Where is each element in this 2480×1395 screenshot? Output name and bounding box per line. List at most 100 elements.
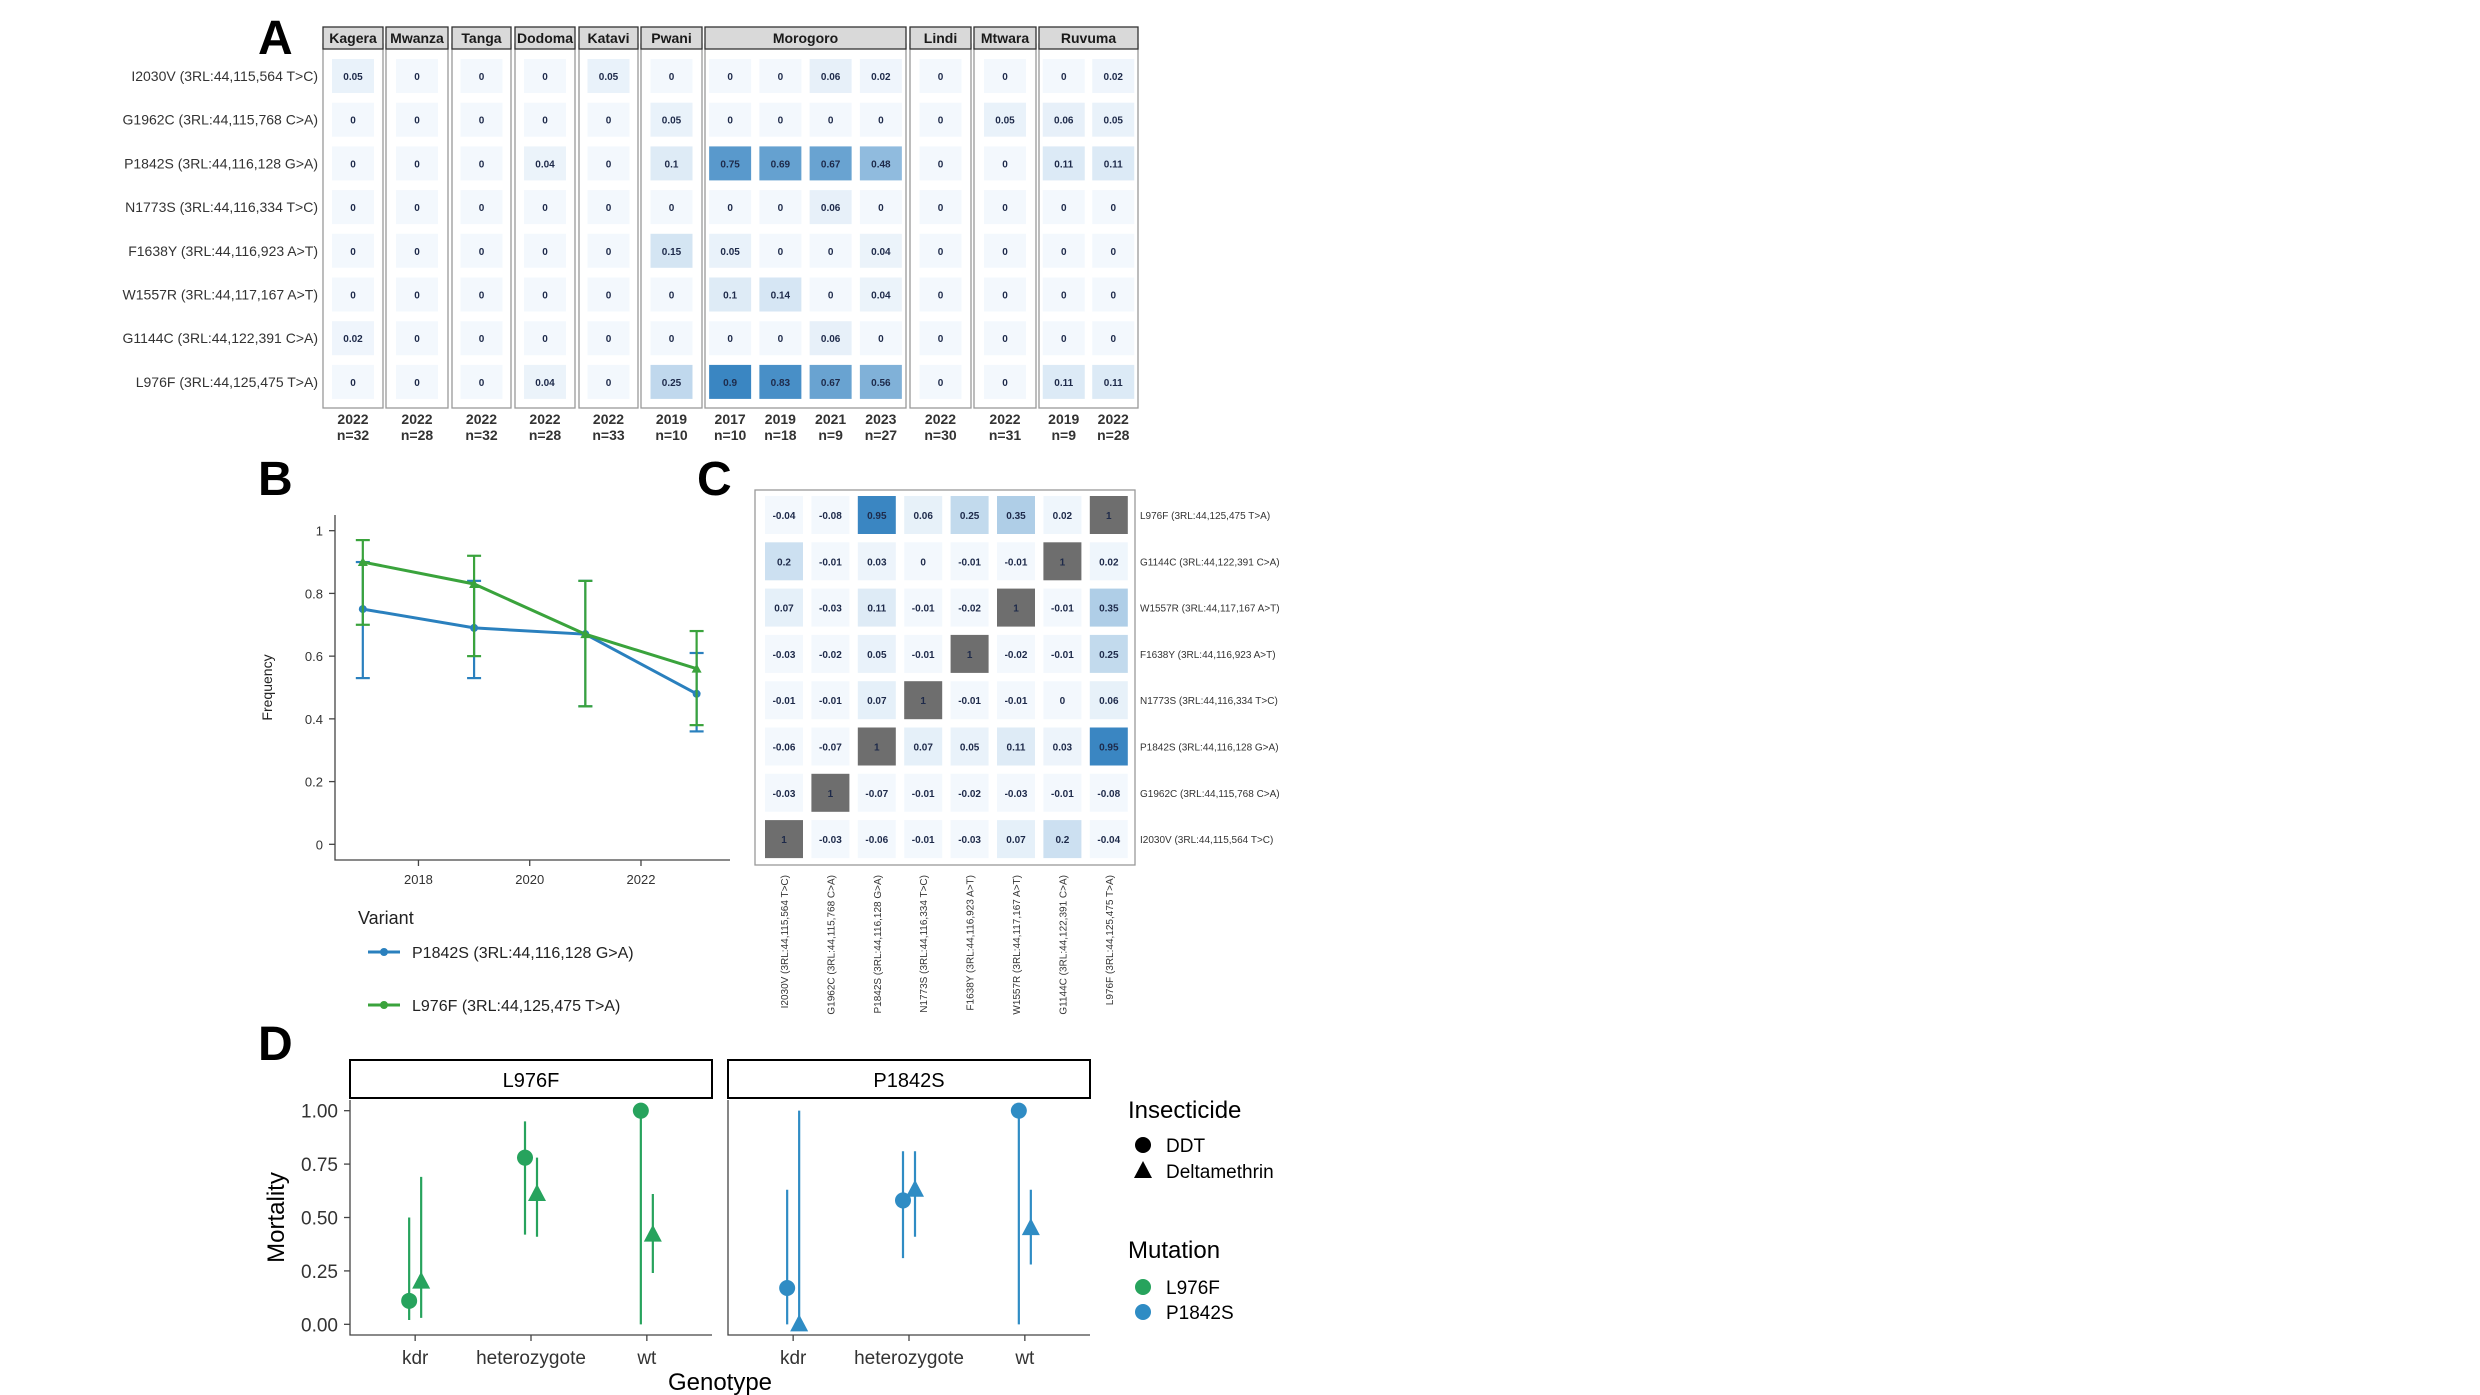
cell-value-label: 0.05	[1104, 116, 1124, 127]
heatmap-cell	[859, 102, 902, 137]
column-year-label: 2021	[815, 411, 846, 427]
corr-value-label: -0.01	[1051, 604, 1074, 615]
column-n-label: n=28	[529, 427, 562, 443]
column-year-label: 2022	[529, 411, 560, 427]
corr-cell	[857, 542, 896, 581]
region-label: Lindi	[924, 30, 957, 46]
legend-label: L976F (3RL:44,125,475 T>A)	[412, 998, 620, 1015]
region-label: Mtwara	[981, 30, 1029, 46]
region-strip-tanga	[451, 26, 512, 50]
legend-label: P1842S (3RL:44,116,128 G>A)	[412, 945, 634, 962]
panel-letter-d: D	[258, 1018, 293, 1071]
corr-row-label: W1557R (3RL:44,117,167 A>T)	[1140, 604, 1280, 615]
data-point	[691, 663, 702, 673]
heatmap-cell	[1092, 59, 1135, 93]
corr-cell	[1089, 634, 1128, 673]
corr-cell	[1089, 542, 1128, 581]
corr-value-label: -0.03	[773, 789, 796, 800]
heatmap-cell	[1092, 233, 1135, 268]
corr-value-label: -0.03	[773, 650, 796, 661]
facet-label: P1842S	[873, 1070, 944, 1092]
corr-value-label: -0.01	[819, 557, 842, 568]
heatmap-cell	[759, 277, 802, 312]
corr-value-label: 0	[920, 557, 926, 568]
x-tick-label: heterozygote	[476, 1348, 586, 1369]
cell-value-label: 0	[878, 203, 884, 214]
region-label: Mwanza	[390, 30, 444, 46]
corr-row-label: F1638Y (3RL:44,116,923 A>T)	[1140, 650, 1276, 661]
y-tick-label: 0.6	[305, 649, 323, 664]
corr-cell	[765, 773, 803, 812]
corr-cell	[950, 727, 989, 766]
corr-value-label: -0.02	[958, 604, 981, 615]
cell-value-label: 0.04	[535, 378, 555, 389]
corr-value-label: 0.05	[867, 650, 887, 661]
corr-cell	[811, 727, 850, 766]
column-n-label: n=10	[714, 427, 747, 443]
column-n-label: n=32	[465, 427, 498, 443]
corr-cell	[1089, 773, 1128, 812]
corr-value-label: -0.01	[1005, 696, 1028, 707]
corr-value-label: 1	[828, 789, 834, 800]
region-strip-ruvuma	[1038, 26, 1139, 50]
data-point-deltamethrin	[906, 1179, 924, 1197]
corr-value-label: -0.03	[819, 835, 842, 846]
heatmap-cell	[984, 146, 1026, 181]
corr-cell	[857, 681, 896, 720]
legend-label: L976F	[1166, 1278, 1220, 1299]
cell-value-label: 0	[1110, 247, 1116, 258]
corr-cell	[811, 681, 850, 720]
corr-value-label: 0.2	[1055, 835, 1069, 846]
region-label: Morogoro	[773, 30, 838, 46]
corr-cell	[1043, 773, 1082, 812]
corr-value-label: -0.01	[912, 789, 935, 800]
data-point-ddt	[517, 1149, 533, 1166]
cell-value-label: 0	[350, 378, 356, 389]
cell-value-label: 0	[938, 334, 944, 345]
corr-cell	[1089, 820, 1128, 859]
cell-value-label: 0	[778, 116, 784, 127]
x-tick-label: kdr	[402, 1348, 429, 1369]
cell-value-label: 0	[414, 159, 420, 170]
corr-value-label: 0.03	[1053, 743, 1073, 754]
data-point	[357, 557, 368, 567]
column-n-label: n=9	[818, 427, 843, 443]
y-tick-label: 0.00	[301, 1315, 338, 1336]
corr-value-label: 0.05	[960, 743, 980, 754]
corr-cell	[997, 542, 1035, 581]
heatmap-cell	[650, 146, 693, 181]
corr-row-label: G1962C (3RL:44,115,768 C>A)	[1140, 789, 1280, 800]
corr-value-label: 0	[1060, 696, 1066, 707]
cell-value-label: 0	[828, 247, 834, 258]
heatmap-cell	[396, 146, 438, 181]
data-point-ddt	[779, 1280, 796, 1296]
legend-shape-title: Insecticide	[1128, 1097, 1241, 1124]
corr-value-label: -0.07	[819, 743, 842, 754]
cell-value-label: 0	[778, 334, 784, 345]
heatmap-cell	[396, 233, 438, 268]
heatmap-cell	[759, 233, 802, 268]
heatmap-cell	[859, 233, 902, 268]
corr-value-label: 0.07	[774, 604, 794, 615]
legend-key-triangle	[1134, 1161, 1152, 1178]
corr-cell	[950, 820, 989, 859]
corr-cell	[950, 634, 989, 673]
heatmap-cell	[709, 277, 752, 312]
heatmap-cell	[460, 102, 503, 137]
column-year-label: 2022	[925, 411, 956, 427]
region-label: Tanga	[461, 30, 501, 46]
cell-value-label: 0	[606, 203, 612, 214]
cell-value-label: 0	[1061, 247, 1067, 258]
cell-value-label: 0	[938, 203, 944, 214]
heatmap-cell	[1092, 190, 1135, 225]
heatmap-cell	[460, 321, 503, 356]
heatmap-cell	[759, 59, 802, 93]
heatmap-cell	[524, 277, 566, 312]
cell-value-label: 0.11	[1054, 159, 1073, 170]
x-tick-label: wt	[636, 1348, 657, 1369]
region-strip-pwani	[640, 26, 703, 50]
heatmap-cell	[984, 190, 1026, 225]
heatmap-cell	[1092, 321, 1135, 356]
row-label: G1962C (3RL:44,115,768 C>A)	[123, 112, 318, 128]
corr-cell	[904, 588, 943, 627]
